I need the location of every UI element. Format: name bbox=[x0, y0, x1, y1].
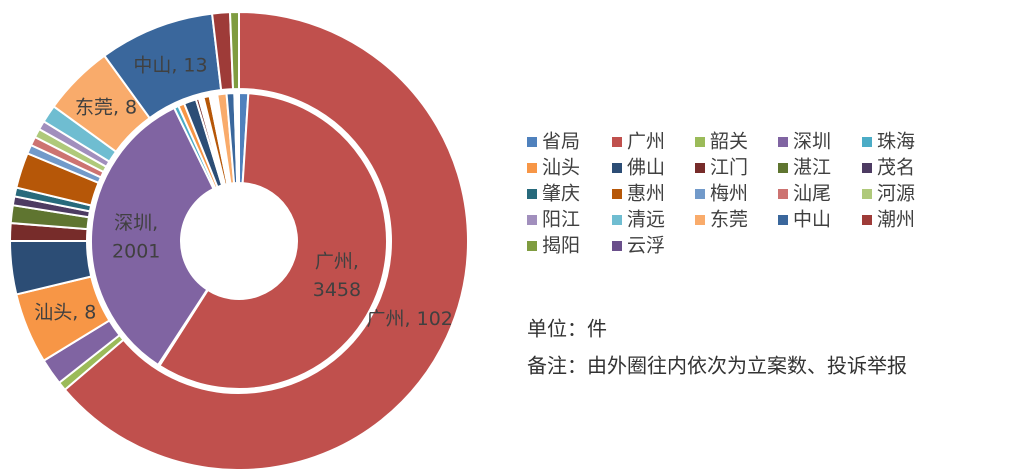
legend-label: 潮州 bbox=[877, 209, 915, 231]
legend-label: 江门 bbox=[710, 157, 748, 179]
legend-item: 揭阳 bbox=[527, 235, 580, 257]
slice bbox=[158, 92, 388, 390]
legend-label: 广州 bbox=[627, 131, 665, 153]
legend-label: 湛江 bbox=[793, 157, 831, 179]
legend-label: 韶关 bbox=[710, 131, 748, 153]
legend-label: 阳江 bbox=[542, 209, 580, 231]
legend-label: 河源 bbox=[877, 183, 915, 205]
data-label: 广州, 102 bbox=[367, 308, 453, 330]
legend-swatch bbox=[612, 189, 622, 199]
legend-swatch bbox=[527, 241, 537, 251]
slice bbox=[90, 106, 215, 367]
legend-item: 梅州 bbox=[695, 183, 748, 205]
legend-swatch bbox=[527, 137, 537, 147]
data-label: 深圳, 2001 bbox=[112, 212, 160, 263]
legend-swatch bbox=[695, 215, 705, 225]
legend-label: 珠海 bbox=[877, 131, 915, 153]
legend-item: 深圳 bbox=[778, 131, 831, 153]
remark: 备注：由外圈往内依次为立案数、投诉举报 bbox=[527, 354, 907, 378]
legend-label: 惠州 bbox=[627, 183, 665, 205]
legend-label: 省局 bbox=[542, 131, 580, 153]
slice bbox=[236, 91, 240, 185]
legend-item: 东莞 bbox=[695, 209, 748, 231]
legend-label: 梅州 bbox=[710, 183, 748, 205]
legend-swatch bbox=[862, 137, 872, 147]
legend-swatch bbox=[612, 137, 622, 147]
data-label: 中山, 13 bbox=[133, 54, 207, 76]
legend-item: 云浮 bbox=[612, 235, 665, 257]
legend-item: 汕尾 bbox=[778, 183, 831, 205]
legend-label: 中山 bbox=[793, 209, 831, 231]
data-label: 广州, 3458 bbox=[313, 250, 361, 301]
legend-item: 惠州 bbox=[612, 183, 665, 205]
data-label: 东莞, 8 bbox=[75, 97, 137, 119]
legend-swatch bbox=[778, 163, 788, 173]
legend-item: 潮州 bbox=[862, 209, 915, 231]
legend-swatch bbox=[612, 163, 622, 173]
legend-item: 肇庆 bbox=[527, 183, 580, 205]
legend-item: 中山 bbox=[778, 209, 831, 231]
legend-swatch bbox=[862, 163, 872, 173]
legend-item: 茂名 bbox=[862, 157, 915, 179]
legend-label: 东莞 bbox=[710, 209, 748, 231]
legend-item: 河源 bbox=[862, 183, 915, 205]
legend-swatch bbox=[527, 189, 537, 199]
legend-swatch bbox=[862, 189, 872, 199]
legend-swatch bbox=[695, 163, 705, 173]
legend-item: 阳江 bbox=[527, 209, 580, 231]
legend-item: 广州 bbox=[612, 131, 665, 153]
legend-swatch bbox=[778, 189, 788, 199]
data-label: 汕头, 8 bbox=[34, 301, 96, 323]
legend-label: 肇庆 bbox=[542, 183, 580, 205]
legend-swatch bbox=[527, 163, 537, 173]
legend-item: 佛山 bbox=[612, 157, 665, 179]
legend-swatch bbox=[612, 215, 622, 225]
legend-label: 深圳 bbox=[793, 131, 831, 153]
unit-note: 单位：件 bbox=[527, 317, 607, 341]
legend-label: 汕头 bbox=[542, 157, 580, 179]
legend-label: 茂名 bbox=[877, 157, 915, 179]
legend-swatch bbox=[778, 137, 788, 147]
legend-label: 佛山 bbox=[627, 157, 665, 179]
legend-swatch bbox=[695, 137, 705, 147]
legend-label: 云浮 bbox=[627, 235, 665, 257]
legend-swatch bbox=[862, 215, 872, 225]
legend-label: 揭阳 bbox=[542, 235, 580, 257]
slice bbox=[63, 10, 469, 469]
legend-item: 汕头 bbox=[527, 157, 580, 179]
legend-swatch bbox=[695, 189, 705, 199]
legend-item: 珠海 bbox=[862, 131, 915, 153]
legend-item: 清远 bbox=[612, 209, 665, 231]
legend-item: 省局 bbox=[527, 131, 580, 153]
legend-label: 清远 bbox=[627, 209, 665, 231]
legend-swatch bbox=[527, 215, 537, 225]
legend-label: 汕尾 bbox=[793, 183, 831, 205]
legend-swatch bbox=[612, 241, 622, 251]
legend-item: 江门 bbox=[695, 157, 748, 179]
legend-item: 韶关 bbox=[695, 131, 748, 153]
legend-swatch bbox=[778, 215, 788, 225]
legend-item: 湛江 bbox=[778, 157, 831, 179]
